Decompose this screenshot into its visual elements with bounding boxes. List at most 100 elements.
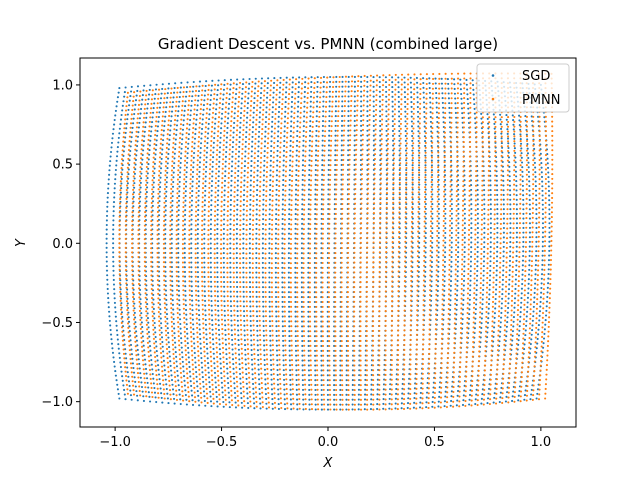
scatter-point [140,143,143,146]
scatter-point [294,232,297,235]
scatter-point [124,269,128,272]
scatter-point [423,135,427,138]
scatter-point [255,305,258,308]
scatter-point [288,183,291,186]
scatter-point [163,369,166,372]
scatter-point [153,172,156,175]
scatter-point [502,259,505,263]
scatter-point [229,285,232,288]
scatter-point [256,349,259,352]
scatter-point [197,309,200,312]
scatter-point [422,91,425,94]
scatter-point [182,365,185,368]
scatter-point [537,324,540,327]
scatter-point [268,305,271,308]
scatter-point [179,327,182,330]
scatter-point [113,123,116,126]
scatter-point [191,299,194,302]
scatter-point [131,278,134,281]
scatter-point [437,241,440,244]
scatter-point [230,314,233,317]
scatter-point [431,241,434,244]
scatter-point [496,250,499,253]
scatter-point [260,77,264,80]
scatter-point [200,132,203,135]
scatter-point [177,199,181,202]
scatter-point [262,295,265,298]
scatter-point [301,379,304,382]
scatter-point [222,247,225,250]
scatter-point [258,387,261,391]
scatter-point [227,117,230,120]
scatter-point [258,383,261,386]
scatter-point [540,282,543,285]
scatter-point [268,193,272,196]
scatter-point [404,115,407,118]
scatter-point [173,397,176,400]
scatter-point [190,290,193,293]
scatter-point [181,360,184,363]
scatter-point [268,266,271,269]
scatter-point [316,80,319,84]
scatter-point [184,105,187,108]
scatter-point [114,178,117,181]
scatter-point [502,208,505,211]
scatter-point [531,329,534,332]
scatter-point [167,82,171,85]
scatter-point [240,112,243,115]
scatter-point [541,236,544,239]
scatter-point [258,392,261,395]
scatter-point [520,156,523,159]
scatter-point [495,264,498,267]
scatter-point [145,298,148,301]
scatter-point [231,146,234,149]
scatter-point [147,391,150,394]
scatter-point [106,205,109,208]
scatter-point [502,255,505,258]
scatter-point [364,393,367,396]
scatter-point [255,266,258,269]
scatter-point [468,393,472,397]
scatter-point [314,354,317,357]
scatter-point [495,184,499,187]
scatter-point [153,102,156,105]
scatter-point [253,101,256,105]
scatter-point [418,212,421,215]
scatter-point [231,348,234,351]
scatter-point [276,354,279,357]
scatter-point [131,108,134,112]
scatter-point [216,280,219,283]
scatter-point [114,311,117,314]
scatter-point [302,403,305,406]
scatter-point [294,325,297,328]
scatter-point [520,297,523,300]
scatter-point [115,159,118,162]
scatter-point [126,113,129,116]
scatter-point [216,256,219,259]
scatter-point [208,381,211,384]
scatter-point [109,328,112,332]
scatter-point [177,247,180,250]
scatter-point [482,284,485,287]
scatter-point [288,310,291,313]
scatter-point [210,290,213,293]
scatter-point [119,361,122,364]
scatter-point [219,367,222,370]
scatter-point [328,80,332,83]
scatter-point [112,246,115,249]
scatter-point [509,231,512,234]
scatter-point [288,364,292,367]
scatter-point [489,208,492,211]
scatter-point [115,379,118,382]
scatter-point [512,325,515,328]
scatter-point [443,270,446,273]
scatter-point [419,401,422,404]
scatter-point [167,157,170,160]
scatter-point [303,110,306,113]
scatter-point [275,193,278,196]
scatter-point [309,95,313,98]
scatter-point [527,156,530,160]
scatter-point [135,354,138,357]
scatter-point [245,382,248,385]
scatter-point [514,170,518,173]
